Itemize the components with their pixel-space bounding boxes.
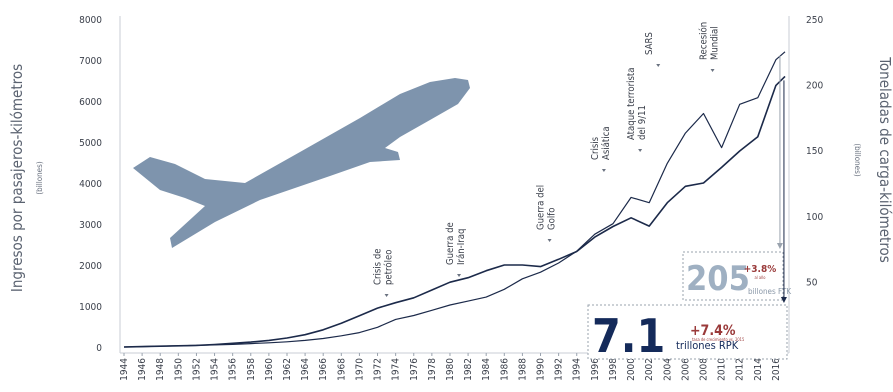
rpk-callout-box <box>587 304 788 360</box>
annotation-label: Crisis de <box>373 248 384 285</box>
y-right-tick-label: 200 <box>806 81 823 92</box>
x-tick-label: 2000 <box>626 358 637 381</box>
annotation-arrow <box>656 64 661 67</box>
x-tick-label: 1992 <box>554 358 565 381</box>
annotation-arrow <box>457 274 462 277</box>
x-tick-label: 1994 <box>572 358 583 381</box>
y-right-tick-label: 50 <box>806 277 818 288</box>
annotation-label: Asiática <box>601 126 612 160</box>
x-tick-label: 2008 <box>699 358 710 381</box>
annotation-label: SARS <box>644 32 655 55</box>
annotation-label: Recesión <box>699 22 710 60</box>
x-tick-label: 1974 <box>391 358 402 381</box>
x-tick-label: 1972 <box>373 358 384 381</box>
x-tick-label: 2010 <box>717 358 728 381</box>
x-tick-label: 1956 <box>228 358 239 381</box>
x-tick-label: 2004 <box>662 358 673 381</box>
annotation-label: Irán-Iraq <box>456 229 467 265</box>
x-tick-label: 1944 <box>119 358 130 381</box>
rpk-value: 7.1 <box>592 309 665 363</box>
ftk-callout: 205 +3.8% al año billones FTK <box>682 251 791 301</box>
x-tick-label: 1948 <box>155 358 166 381</box>
x-tick-label: 1966 <box>318 358 329 381</box>
x-tick-label: 1952 <box>191 358 202 381</box>
ftk-callout-box <box>682 251 784 301</box>
annotation-label: Golfo <box>547 208 558 230</box>
series-layer <box>123 51 786 348</box>
y-axis-left: 0 1000 2000 3000 4000 5000 6000 7000 8000 <box>79 15 102 354</box>
y-axis-right-unit: (billones) <box>853 143 862 177</box>
y-axis-left-title: Ingresos por pasajeros-kilómetros <box>8 64 26 292</box>
y-right-tick-label: 100 <box>806 212 823 223</box>
y-left-tick-label: 6000 <box>79 97 102 108</box>
annotation-label: Guerra de <box>445 222 456 265</box>
y-axis-right: 50 100 150 200 250 <box>806 15 823 288</box>
rpk-growth-note: tasa de crecimiento vs. 2015 <box>692 337 744 342</box>
x-tick-label: 1976 <box>409 358 420 381</box>
y-right-tick-label: 150 <box>806 146 823 157</box>
ftk-bracket-arrow <box>776 243 783 249</box>
y-left-tick-label: 0 <box>96 343 102 354</box>
annotation-label: petróleo <box>384 250 395 285</box>
ftk-value: 205 <box>686 259 750 299</box>
x-tick-label: 1960 <box>264 358 275 381</box>
annotation-arrow <box>710 69 715 72</box>
x-tick-label: 2002 <box>644 358 655 381</box>
annotation-label: Guerra del <box>536 185 547 230</box>
y-left-tick-label: 4000 <box>79 179 102 190</box>
y-left-tick-label: 3000 <box>79 220 102 231</box>
x-tick-label: 1978 <box>427 358 438 381</box>
annotation-label: del 9/11 <box>637 105 648 140</box>
x-tick-label: 1962 <box>282 358 293 381</box>
y-left-tick-label: 2000 <box>79 261 102 272</box>
y-left-tick-label: 1000 <box>79 302 102 313</box>
x-tick-label: 1980 <box>445 358 456 381</box>
y-axis-left-unit: (billones) <box>35 161 44 195</box>
ftk-growth-note: al año <box>754 275 765 280</box>
x-tick-label: 1964 <box>300 358 311 381</box>
rpk-growth: +7.4% <box>690 323 736 339</box>
x-tick-label: 1968 <box>336 358 347 381</box>
x-tick-label: 1988 <box>517 358 528 381</box>
y-right-tick-label: 250 <box>806 15 823 26</box>
annotation-arrow <box>384 294 389 297</box>
annotation-arrow <box>638 149 643 152</box>
y-left-tick-label: 8000 <box>79 15 102 26</box>
x-tick-label: 1946 <box>137 358 148 381</box>
x-tick-label: 1996 <box>590 358 601 381</box>
x-tick-label: 2014 <box>753 358 764 381</box>
x-axis: 1944 1946 1948 1950 1952 1954 1956 1958 1960 1962… <box>119 353 782 381</box>
airplane-illustration <box>133 78 470 248</box>
ftk-growth: +3.8% <box>744 264 777 275</box>
series-line-ftk <box>123 51 786 348</box>
series-line-rpk <box>123 75 786 348</box>
annotation-arrow <box>547 239 552 242</box>
rpk-callout: 7.1 +7.4% tasa de crecimiento vs. 2015 t… <box>587 304 788 363</box>
y-axis-right-title: Toneladas de carga-kilómetros <box>876 56 893 263</box>
y-left-tick-label: 7000 <box>79 56 102 67</box>
x-tick-label: 1990 <box>536 358 547 381</box>
x-tick-label: 2016 <box>771 358 782 381</box>
annotation-label: Mundial <box>710 26 721 60</box>
x-tick-label: 1982 <box>463 358 474 381</box>
annotation-label: Crisis <box>590 136 601 160</box>
rpk-unit: trillones RPK <box>676 339 739 352</box>
rpk-bracket-arrow <box>780 297 787 303</box>
x-tick-label: 1998 <box>608 358 619 381</box>
x-tick-label: 1986 <box>499 358 510 381</box>
value-arrows <box>776 55 787 303</box>
x-tick-label: 1984 <box>481 358 492 381</box>
x-tick-label: 1950 <box>173 358 184 381</box>
annotation-label: Ataque terrorista <box>626 68 637 141</box>
x-tick-label: 2006 <box>680 358 691 381</box>
y-left-tick-label: 5000 <box>79 138 102 149</box>
annotation-arrow <box>601 169 606 172</box>
ftk-unit: billones FTK <box>748 287 791 296</box>
x-tick-label: 1958 <box>246 358 257 381</box>
x-tick-label: 1954 <box>210 358 221 381</box>
x-tick-label: 2012 <box>735 358 746 381</box>
x-tick-label: 1970 <box>354 358 365 381</box>
annotations: Crisis de petróleo Guerra de Irán-Iraq Guerr… <box>373 22 721 297</box>
